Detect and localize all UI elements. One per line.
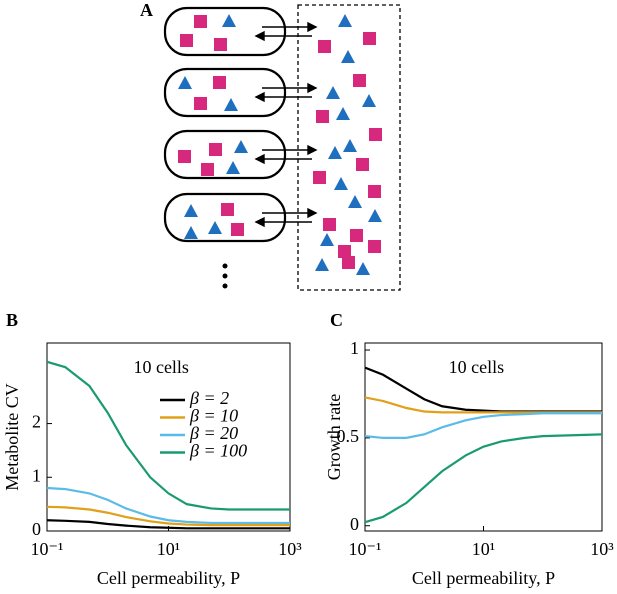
x-tick-label: 10¹ — [157, 539, 180, 559]
y-tick-label: 1 — [350, 338, 359, 358]
legend-label: β = 10 — [189, 406, 238, 426]
x-tick-label: 10¹ — [472, 539, 495, 559]
data-line — [364, 433, 603, 524]
y-tick-label: 0.5 — [337, 426, 360, 446]
annotation: 10 cells — [449, 357, 505, 377]
x-tick-label: 10³ — [278, 539, 302, 559]
data-line — [46, 360, 290, 511]
y-tick-label: 0 — [350, 514, 359, 534]
panel-label: C — [330, 310, 343, 330]
data-line — [364, 396, 602, 414]
diagram — [163, 4, 401, 291]
y-axis-label: Metabolite CV — [2, 383, 22, 490]
x-tick-label: 10⁻¹ — [349, 539, 382, 559]
legend-label: β = 20 — [189, 423, 238, 443]
x-tick-label: 10³ — [590, 539, 614, 559]
panel-label: A — [140, 0, 153, 20]
y-axis-label: Growth rate — [324, 394, 344, 480]
legend-label: β = 100 — [189, 441, 247, 461]
legend-label: β = 2 — [189, 388, 229, 408]
y-tick-label: 1 — [32, 465, 41, 485]
x-tick-label: 10⁻¹ — [31, 539, 64, 559]
data-line — [46, 486, 290, 525]
data-line — [46, 505, 290, 527]
x-axis-label: Cell permeability, P — [97, 568, 240, 588]
y-tick-label: 0 — [32, 519, 41, 539]
panel-label: B — [6, 310, 18, 330]
x-axis-label: Cell permeability, P — [412, 568, 555, 588]
annotation: 10 cells — [133, 357, 189, 377]
y-tick-label: 2 — [32, 412, 41, 432]
data-line — [364, 412, 602, 439]
data-line — [46, 519, 290, 530]
